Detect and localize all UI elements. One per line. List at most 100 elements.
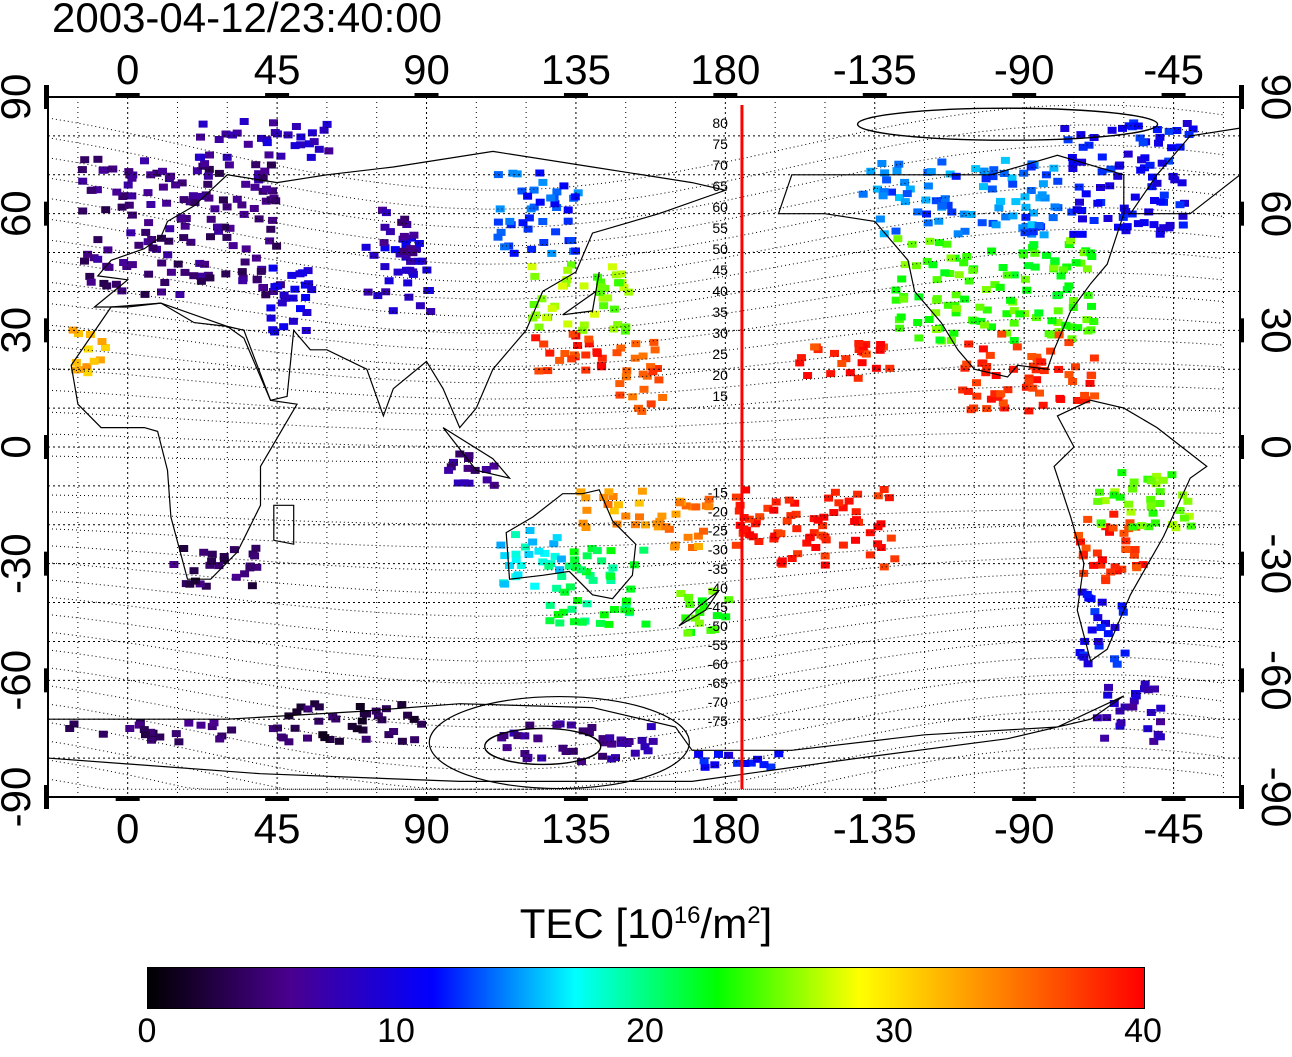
- tec-cell: [1146, 495, 1156, 503]
- contour-label: -20: [708, 504, 728, 520]
- tec-cell: [103, 246, 113, 254]
- tec-cell: [1125, 519, 1135, 527]
- tec-cell: [914, 334, 924, 342]
- tec-cell: [292, 708, 302, 716]
- tec-cell: [146, 728, 156, 736]
- tec-cell: [770, 532, 780, 540]
- tec-cell: [1117, 469, 1127, 477]
- tec-cell: [1152, 179, 1162, 187]
- tec-cell: [528, 314, 538, 322]
- tec-cell: [359, 710, 369, 717]
- tec-cell: [733, 759, 743, 767]
- tec-cell: [334, 737, 344, 745]
- tec-cell: [228, 131, 237, 139]
- magnetic-latitude-contour: [47, 104, 1224, 191]
- tec-cell: [599, 493, 609, 501]
- tec-cell: [538, 218, 548, 225]
- tec-cell: [481, 466, 491, 473]
- tec-cell: [166, 268, 176, 276]
- tec-cell: [968, 266, 978, 274]
- tec-cell: [134, 721, 144, 729]
- tec-cell: [414, 240, 424, 247]
- tec-cell: [681, 614, 691, 622]
- tec-cell: [1060, 125, 1070, 132]
- tec-cell: [500, 552, 510, 560]
- tec-cell: [608, 493, 618, 500]
- tec-cell: [739, 525, 749, 533]
- tec-cell: [227, 726, 237, 734]
- tec-cell: [119, 259, 129, 266]
- axis-tick-bottom: [713, 796, 738, 801]
- tec-cell: [355, 703, 365, 710]
- lon-label-top: -135: [833, 46, 917, 93]
- tec-cell: [980, 321, 989, 329]
- tec-cell: [325, 736, 335, 743]
- tec-cell: [570, 618, 579, 626]
- tec-cell: [607, 740, 617, 748]
- tec-cell: [266, 161, 276, 169]
- tec-cell: [876, 520, 886, 528]
- tec-cell: [254, 215, 264, 223]
- tec-cell: [990, 390, 1000, 398]
- tec-cell: [1037, 191, 1047, 199]
- axis-tick-bottom: [414, 796, 439, 801]
- magnetic-latitude-contour: [47, 639, 1224, 706]
- tec-cell: [148, 244, 158, 252]
- tec-cell: [511, 556, 521, 564]
- colorbar: [147, 967, 1145, 1009]
- tec-cell: [544, 562, 554, 570]
- tec-cell: [830, 349, 839, 357]
- tec-cell: [934, 217, 944, 225]
- tec-cell: [969, 317, 979, 325]
- tec-cell: [257, 134, 266, 142]
- tec-cell: [771, 498, 781, 506]
- tec-cell: [811, 544, 821, 551]
- tec-cell: [489, 481, 499, 489]
- tec-cell: [1097, 598, 1107, 606]
- tec-cell: [704, 495, 714, 503]
- tec-cell: [1138, 561, 1148, 569]
- tec-cell: [1129, 478, 1139, 486]
- tec-cell: [397, 737, 407, 745]
- contour-label: 70: [712, 157, 728, 173]
- tec-cell: [1038, 401, 1048, 409]
- tec-cell: [1155, 500, 1165, 507]
- contour-label: -40: [708, 580, 728, 596]
- tec-cell: [990, 281, 1000, 289]
- tec-cell: [290, 285, 300, 293]
- tec-cell: [408, 270, 418, 278]
- tec-cell: [1064, 339, 1074, 347]
- tec-cell: [712, 612, 722, 620]
- timestamp: 2003-04-12/23:40:00: [52, 0, 442, 41]
- tec-cell: [603, 294, 613, 302]
- tec-cell: [952, 305, 962, 313]
- tec-cell: [204, 165, 214, 173]
- tec-cell: [1175, 201, 1185, 209]
- tec-cell: [1156, 718, 1165, 726]
- continent-outline: [678, 590, 720, 627]
- tec-cell: [1058, 266, 1068, 274]
- tec-cell: [240, 258, 250, 266]
- tec-cell: [314, 717, 324, 725]
- tec-cell: [923, 182, 933, 190]
- tec-cell: [902, 190, 912, 198]
- tec-cell: [597, 363, 607, 371]
- tec-cell: [940, 195, 950, 203]
- continent-outline: [92, 150, 728, 429]
- tec-cell: [622, 740, 632, 747]
- tec-cell: [1124, 122, 1134, 130]
- tec-cell: [570, 556, 580, 564]
- tec-cell: [1143, 725, 1153, 733]
- tec-cell: [994, 204, 1004, 212]
- tec-cell: [101, 344, 110, 351]
- magnetic-latitude-contour: [47, 385, 1224, 416]
- tec-cell: [567, 605, 577, 613]
- tec-cell: [180, 268, 190, 276]
- tec-cell: [412, 245, 421, 253]
- tec-cell: [1158, 476, 1168, 484]
- tec-cell: [1076, 259, 1086, 267]
- tec-cell: [453, 479, 463, 487]
- tec-cell: [550, 200, 560, 208]
- tec-cell: [1066, 237, 1076, 245]
- tec-cell: [568, 330, 578, 338]
